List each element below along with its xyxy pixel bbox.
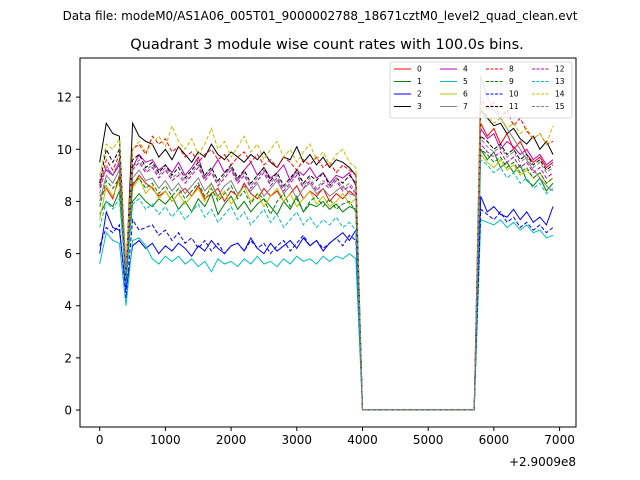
x-tick-label: 6000: [479, 433, 510, 447]
legend-label-3: 3: [417, 102, 422, 111]
legend-label-5: 5: [463, 77, 468, 86]
x-tick-label: 5000: [413, 433, 444, 447]
x-tick-label: 3000: [282, 433, 313, 447]
x-offset-label: +2.9009e8: [509, 455, 576, 469]
legend-label-8: 8: [509, 65, 514, 74]
y-tick-label: 10: [57, 143, 72, 157]
axes-frame: [79, 57, 577, 428]
x-tick-label: 2000: [216, 433, 247, 447]
y-axis: 0 2 4 6 8 10 12: [57, 91, 80, 418]
y-tick-label: 4: [64, 299, 72, 313]
legend-label-6: 6: [463, 90, 468, 99]
y-tick-label: 0: [64, 404, 72, 418]
legend-label-9: 9: [509, 77, 514, 86]
y-tick-label: 6: [64, 247, 72, 261]
y-tick-label: 8: [64, 195, 72, 209]
legend-label-1: 1: [417, 77, 422, 86]
x-tick-label: 0: [96, 433, 104, 447]
x-tick-label: 7000: [544, 433, 575, 447]
legend-label-7: 7: [463, 102, 468, 111]
legend-label-0: 0: [417, 65, 422, 74]
y-tick-label: 12: [57, 91, 72, 105]
legend-label-15: 15: [555, 102, 565, 111]
chart-title: Quadrant 3 module wise count rates with …: [130, 37, 524, 53]
legend-label-11: 11: [509, 102, 519, 111]
legend-label-2: 2: [417, 90, 422, 99]
x-tick-label: 1000: [150, 433, 181, 447]
x-axis: 0 1000 2000 3000 4000 5000 6000 7000: [96, 427, 575, 447]
legend-box: [389, 61, 573, 119]
legend-label-14: 14: [555, 90, 565, 99]
plot-area: [79, 57, 577, 428]
legend-label-4: 4: [463, 65, 468, 74]
legend-label-10: 10: [509, 90, 519, 99]
series-line-10: [99, 208, 554, 411]
legend-label-13: 13: [555, 77, 565, 86]
series-line-15: [99, 137, 554, 411]
x-tick-label: 4000: [347, 433, 378, 447]
series-line-14: [99, 106, 554, 411]
legend-label-12: 12: [555, 65, 565, 74]
y-tick-label: 2: [64, 351, 72, 365]
suptitle: Data file: modeM0/AS1A06_005T01_90000027…: [63, 9, 578, 23]
